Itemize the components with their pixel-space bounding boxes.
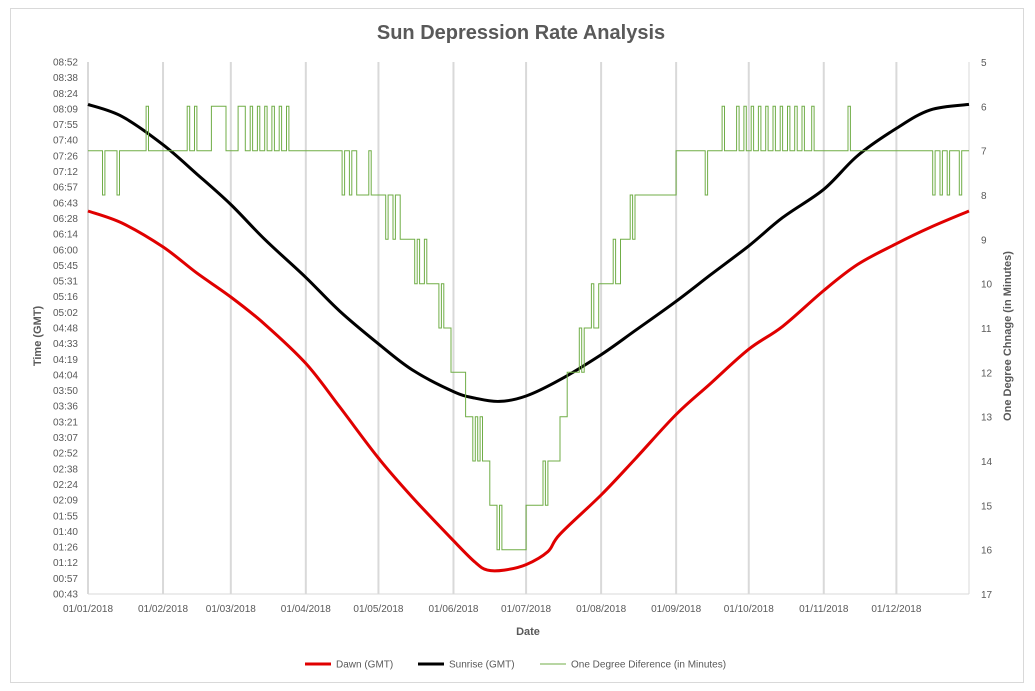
x-tick-label: 01/05/2018 bbox=[353, 604, 403, 615]
y-left-tick-label: 05:16 bbox=[53, 292, 78, 303]
series-line-dawn-gmt bbox=[87, 209, 970, 573]
y-left-tick-label: 01:12 bbox=[53, 558, 78, 569]
x-tick-label: 01/09/2018 bbox=[651, 604, 701, 615]
x-tick-label: 01/11/2018 bbox=[799, 604, 849, 615]
right-axis-ticks: 5 6 7 8 9 10 11 12 13 14 15 16 17 bbox=[981, 58, 993, 601]
y-left-tick-label: 02:09 bbox=[53, 496, 78, 507]
y-right-tick-label: 12 bbox=[981, 368, 993, 379]
y-left-tick-label: 05:45 bbox=[53, 261, 78, 272]
x-tick-label: 01/08/2018 bbox=[576, 604, 626, 615]
y-right-tick-label: 13 bbox=[981, 413, 993, 424]
series-group bbox=[87, 102, 970, 573]
y-left-tick-label: 06:00 bbox=[53, 245, 78, 256]
series-line-sunrise-gmt bbox=[87, 102, 970, 403]
y-left-tick-label: 07:55 bbox=[53, 120, 78, 131]
x-tick-label: 01/01/2018 bbox=[63, 604, 113, 615]
y-right-tick-label: 9 bbox=[981, 235, 987, 246]
y-left-tick-label: 08:38 bbox=[53, 73, 78, 84]
y-left-tick-label: 01:40 bbox=[53, 527, 78, 538]
y-left-tick-label: 06:43 bbox=[53, 198, 78, 209]
x-tick-label: 01/07/2018 bbox=[501, 604, 551, 615]
y-left-tick-label: 02:24 bbox=[53, 480, 78, 491]
y-left-tick-label: 07:26 bbox=[53, 151, 78, 162]
y-right-tick-label: 5 bbox=[981, 58, 987, 69]
series-line-one-degree-diference-in-minutes bbox=[88, 105, 969, 551]
y-right-tick-label: 14 bbox=[981, 457, 993, 468]
y-left-tick-label: 01:55 bbox=[53, 511, 78, 522]
y-left-tick-label: 04:19 bbox=[53, 355, 78, 366]
y-left-tick-label: 04:33 bbox=[53, 339, 78, 350]
gridlines bbox=[87, 62, 970, 595]
y-left-tick-label: 07:12 bbox=[53, 167, 78, 178]
y-left-tick-label: 07:40 bbox=[53, 136, 78, 147]
chart-title: Sun Depression Rate Analysis bbox=[377, 22, 665, 44]
y-left-tick-label: 04:48 bbox=[53, 324, 78, 335]
y-right-tick-label: 16 bbox=[981, 546, 993, 557]
y-left-tick-label: 08:52 bbox=[53, 58, 78, 69]
x-tick-label: 01/04/2018 bbox=[281, 604, 331, 615]
y-left-tick-label: 00:57 bbox=[53, 574, 78, 585]
y-left-tick-label: 03:36 bbox=[53, 402, 78, 413]
chart-area: Sun Depression Rate Analysis 08:52 08:38 0… bbox=[10, 8, 1024, 683]
y-right-tick-label: 15 bbox=[981, 501, 993, 512]
y-right-tick-label: 7 bbox=[981, 147, 987, 158]
x-tick-label: 01/10/2018 bbox=[724, 604, 774, 615]
y-axis-right-title: One Degree Chnage (in Minutes) bbox=[1002, 251, 1014, 421]
chart-svg: Sun Depression Rate Analysis 08:5208:380… bbox=[32, 22, 1014, 671]
x-axis-ticks: 01/01/2018 01/02/2018 01/03/2018 01/04/2018… bbox=[63, 604, 922, 615]
y-left-tick-label: 05:02 bbox=[53, 308, 78, 319]
y-left-tick-label: 01:26 bbox=[53, 543, 78, 554]
y-left-tick-label: 02:38 bbox=[53, 464, 78, 475]
y-left-tick-label: 05:31 bbox=[53, 277, 78, 288]
y-left-tick-label: 08:24 bbox=[53, 89, 78, 100]
y-right-tick-label: 6 bbox=[981, 102, 987, 113]
y-left-tick-label: 03:07 bbox=[53, 433, 78, 444]
legend-label-one-degree-diference-in-minutes: One Degree Diference (in Minutes) bbox=[571, 660, 726, 671]
y-left-tick-label: 06:28 bbox=[53, 214, 78, 225]
x-tick-label: 01/12/2018 bbox=[871, 604, 921, 615]
y-left-tick-label: 04:04 bbox=[53, 370, 78, 381]
y-left-tick-label: 02:52 bbox=[53, 449, 78, 460]
legend: Dawn (GMT) Sunrise (GMT) One Degree Difere… bbox=[305, 660, 726, 671]
y-right-tick-label: 10 bbox=[981, 280, 993, 291]
y-axis-left-title: Time (GMT) bbox=[32, 306, 44, 367]
y-left-tick-label: 03:50 bbox=[53, 386, 78, 397]
y-right-tick-label: 11 bbox=[981, 324, 992, 335]
left-axis-ticks: 08:52 08:38 08:24 08:09 07:55 07:40 07:26 07:12… bbox=[53, 58, 78, 601]
y-left-tick-label: 06:14 bbox=[53, 230, 78, 241]
y-left-tick-label: 03:21 bbox=[53, 417, 78, 428]
x-tick-label: 01/02/2018 bbox=[138, 604, 188, 615]
y-left-tick-label: 00:43 bbox=[53, 590, 78, 601]
y-left-tick-label: 08:09 bbox=[53, 104, 78, 115]
x-tick-label: 01/03/2018 bbox=[206, 604, 256, 615]
y-left-tick-label: 06:57 bbox=[53, 183, 78, 194]
legend-label-dawn-gmt: Dawn (GMT) bbox=[336, 660, 393, 671]
y-right-tick-label: 17 bbox=[981, 590, 993, 601]
y-right-tick-label: 8 bbox=[981, 191, 987, 202]
x-axis-title: Date bbox=[516, 626, 540, 638]
legend-label-sunrise-gmt: Sunrise (GMT) bbox=[449, 660, 515, 671]
x-tick-label: 01/06/2018 bbox=[428, 604, 478, 615]
